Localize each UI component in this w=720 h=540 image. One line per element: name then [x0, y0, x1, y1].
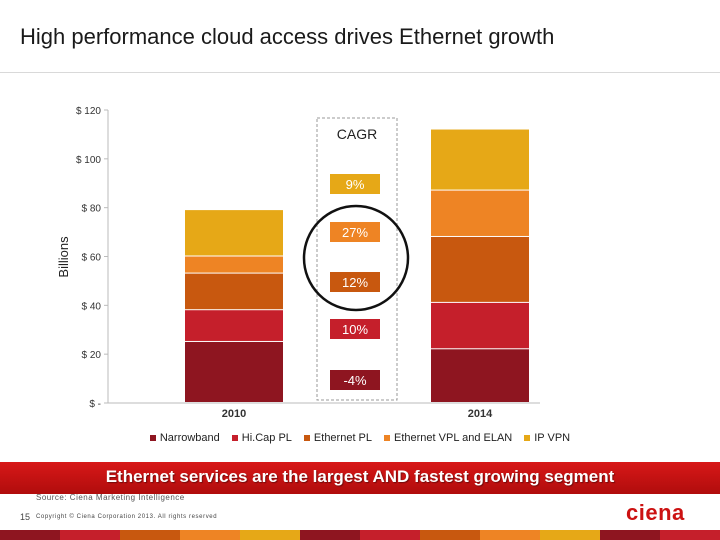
bar-2010-ethernet-pl — [185, 273, 283, 310]
bar-2014-ethernet-vpl-and-elan — [431, 190, 529, 236]
slide-title: High performance cloud access drives Eth… — [20, 24, 555, 49]
copyright-text: Copyright © Ciena Corporation 2013. All … — [36, 514, 218, 520]
y-tick-label: $ 20 — [82, 350, 102, 361]
cagr-badge — [330, 370, 380, 390]
bar-2010-ethernet-vpl-and-elan — [185, 256, 283, 273]
y-tick-label: $ 60 — [82, 253, 102, 264]
cagr-label: 9% — [346, 177, 365, 192]
y-tick-label: $ 120 — [76, 106, 101, 117]
legend-swatch — [384, 435, 391, 441]
bar-2014-ip-vpn — [431, 129, 529, 190]
legend-label: Ethernet PL — [313, 432, 373, 444]
legend-swatch — [149, 435, 156, 441]
legend-label: Hi.Cap PL — [241, 432, 292, 444]
ciena-logo: ciena — [626, 500, 685, 525]
y-tick-label: $ - — [89, 399, 101, 410]
bar-2014-ethernet-pl — [431, 236, 529, 302]
legend-item: Narrowband — [149, 432, 220, 444]
cagr-title: CAGR — [337, 126, 377, 142]
bar-2014-narrowband — [431, 349, 529, 402]
cagr-label: -4% — [343, 373, 367, 388]
page-number: 15 — [20, 512, 31, 522]
legend-label: Ethernet VPL and ELAN — [394, 432, 513, 444]
legend-item: IP VPN — [524, 432, 570, 444]
cagr-label: 10% — [342, 322, 368, 337]
stacked-bar-chart: $ - $ 20 $ 40 $ 60 $ 80 $ 100 $ 120 Billions 201… — [56, 106, 540, 420]
banner-background — [0, 462, 720, 494]
bar-2010-ip-vpn — [185, 210, 283, 256]
bar-2010-narrowband — [185, 341, 283, 402]
x-tick-label: 2010 — [222, 408, 246, 420]
cagr-badge — [330, 222, 380, 242]
cagr-badge — [330, 319, 380, 339]
legend-item: Hi.Cap PL — [231, 432, 292, 444]
legend-label: Narrowband — [159, 432, 220, 444]
cagr-label: 27% — [342, 225, 368, 240]
highlight-circle — [302, 204, 410, 312]
legend-swatch — [231, 435, 238, 441]
legend-item: Ethernet VPL and ELAN — [384, 432, 512, 444]
cagr-badge — [330, 174, 380, 194]
bottom-color-strip — [0, 530, 720, 540]
legend-item: Ethernet PL — [303, 432, 373, 444]
y-tick-label: $ 40 — [82, 301, 102, 312]
banner-text: Ethernet services are the largest AND fa… — [105, 467, 615, 486]
legend-swatch — [303, 435, 310, 441]
legend-swatch — [524, 435, 531, 441]
y-tick-label: $ 100 — [76, 155, 101, 166]
y-tick-label: $ 80 — [82, 204, 102, 215]
y-axis-title: Billions — [56, 236, 71, 278]
chart-legend: Narrowband Hi.Cap PL Ethernet PL Ethernet V… — [0, 432, 720, 444]
cagr-box — [316, 117, 398, 401]
title-divider — [0, 72, 720, 73]
bar-2010-hi-cap-pl — [185, 310, 283, 341]
x-tick-label: 2014 — [468, 408, 493, 420]
source-note: Source: Ciena Marketing Intelligence — [36, 493, 185, 502]
cagr-badge — [330, 272, 380, 292]
legend-label: IP VPN — [534, 432, 571, 444]
cagr-label: 12% — [342, 275, 368, 290]
bar-2014-hi-cap-pl — [431, 302, 529, 349]
